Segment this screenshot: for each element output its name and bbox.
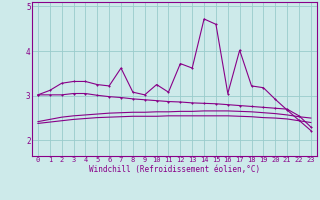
- X-axis label: Windchill (Refroidissement éolien,°C): Windchill (Refroidissement éolien,°C): [89, 165, 260, 174]
